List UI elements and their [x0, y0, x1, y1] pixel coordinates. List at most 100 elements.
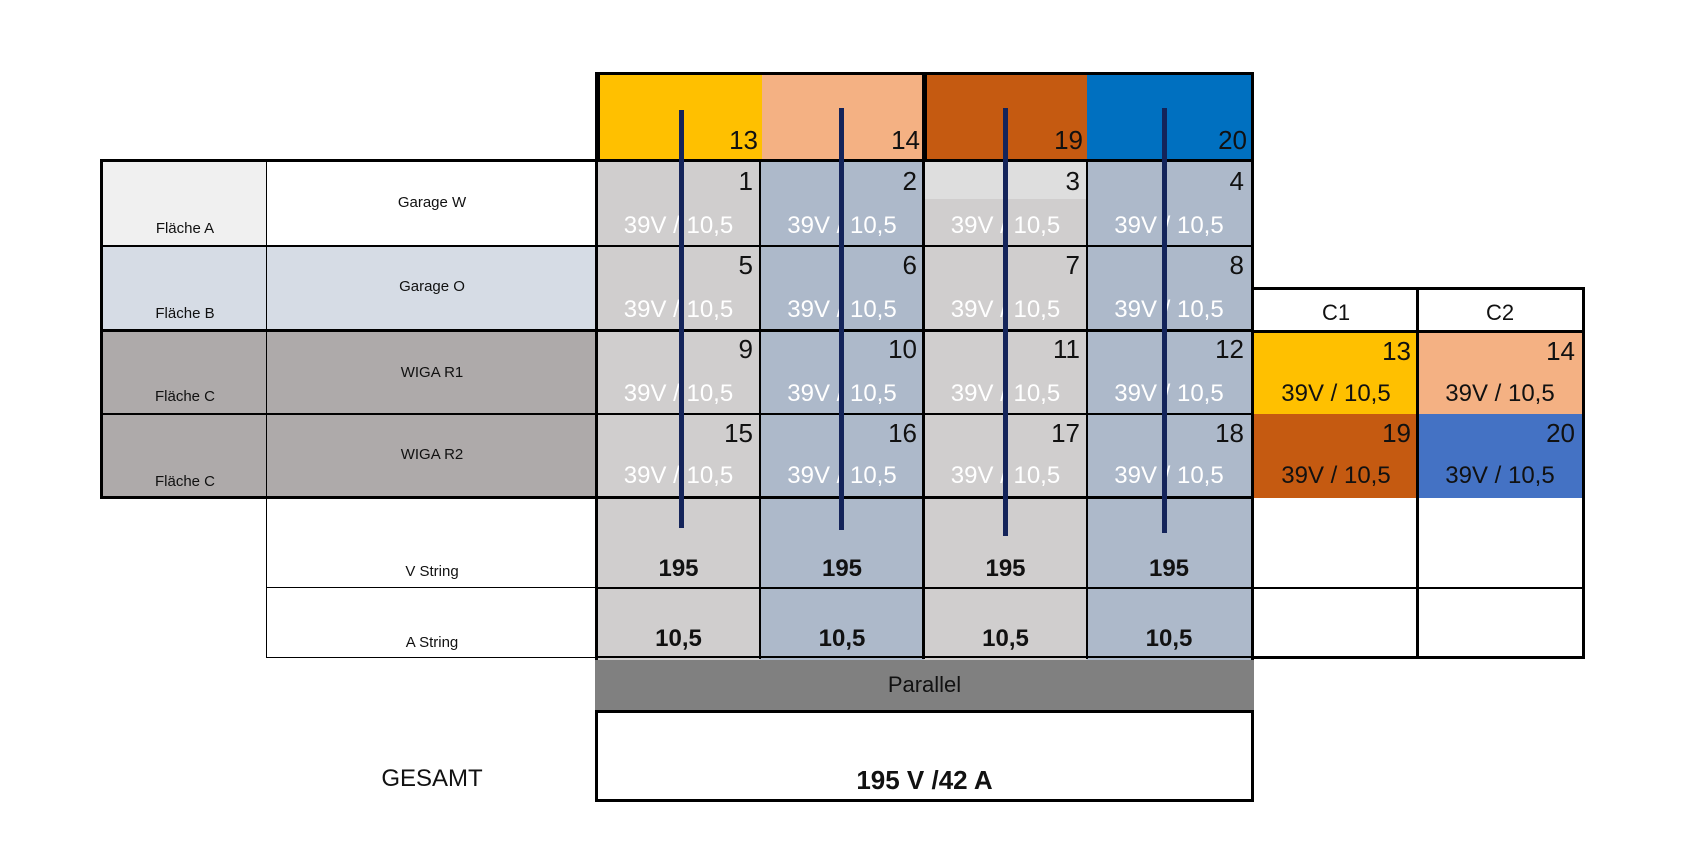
v-string-value: 195: [821, 555, 863, 582]
parallel-bar: [595, 660, 1254, 710]
summary-cell: [597, 498, 760, 660]
total-label: GESAMT: [381, 765, 483, 792]
side-cell-19: [1254, 414, 1418, 498]
grid-line: [266, 587, 597, 588]
area-label-cell: [103, 414, 267, 498]
string-wire: [1162, 108, 1167, 533]
module-cell: [597, 330, 760, 414]
module-cell: [1087, 246, 1251, 330]
total-value: 195 V /42 A: [856, 765, 993, 795]
side-number: 13: [1382, 336, 1411, 366]
v-string-label: V String: [405, 563, 459, 580]
grid-line: [1416, 287, 1419, 659]
string-wire: [679, 110, 684, 528]
string-wire: [839, 108, 844, 530]
summary-label-cell: [267, 498, 597, 660]
side-value: 39V / 10,5: [1445, 380, 1555, 407]
grid-line: [759, 159, 761, 659]
grid-line: [266, 159, 267, 499]
string-wire: [1003, 108, 1008, 536]
module-cell: [1087, 162, 1251, 246]
side-header-label: C1: [1321, 300, 1351, 325]
a-string-value: 10,5: [1145, 625, 1193, 652]
v-string-value: 195: [1148, 555, 1190, 582]
a-string-value: 10,5: [982, 625, 1029, 652]
module-value: 39V / 10,5: [623, 462, 734, 489]
a-string-value: 10,5: [655, 625, 702, 652]
area-label: Fläche A: [155, 220, 215, 237]
summary-cell: [1087, 498, 1251, 660]
parallel-label: Parallel: [887, 672, 962, 697]
module-number: 4: [1229, 166, 1244, 196]
module-value: 39V / 10,5: [623, 212, 734, 239]
module-value: 39V / 10,5: [623, 380, 734, 407]
string-number: 13: [729, 125, 758, 155]
module-value: 39V / 10,5: [623, 296, 734, 323]
area-label-cell: [103, 330, 267, 414]
grid-line: [100, 329, 1254, 332]
row-name: WIGA R1: [400, 364, 464, 381]
module-cell: [597, 162, 760, 246]
string-header-20: 20: [1087, 75, 1251, 162]
side-header-c2: [1418, 290, 1582, 332]
module-number: 2: [902, 166, 917, 196]
module-cell: [597, 246, 760, 330]
area-label: Fläche C: [154, 388, 216, 405]
module-number: 16: [888, 418, 917, 448]
module-cell: [597, 414, 760, 498]
row-name-cell: [267, 162, 597, 246]
module-value: 39V / 10,5: [1114, 462, 1224, 489]
row-name-cell: [267, 414, 597, 498]
module-value: 39V / 10,5: [1114, 296, 1224, 323]
grid-line: [597, 656, 1254, 658]
area-label: Fläche C: [154, 473, 216, 490]
grid-line: [266, 496, 267, 658]
grid-line: [100, 245, 1254, 247]
a-string-value: 10,5: [818, 625, 866, 652]
module-number: 15: [724, 418, 753, 448]
side-value: 39V / 10,5: [1281, 462, 1391, 489]
grid-line: [100, 159, 103, 499]
module-number: 5: [738, 250, 753, 280]
string-number: 19: [1054, 125, 1083, 155]
area-label-cell: [103, 246, 267, 330]
module-cell: [1087, 330, 1251, 414]
grid-line: [597, 587, 1254, 589]
module-value: 39V / 10,5: [1114, 212, 1224, 239]
grid-line: [1251, 72, 1254, 660]
row-name-cell: [267, 330, 597, 414]
side-header-label: C2: [1485, 300, 1515, 325]
module-number: 10: [888, 334, 917, 364]
side-number: 14: [1546, 336, 1575, 366]
module-number: 9: [738, 334, 753, 364]
string-number: 20: [1218, 125, 1247, 155]
side-cell-13: [1254, 332, 1418, 414]
side-header-c1: [1254, 290, 1418, 332]
grid-line: [922, 72, 925, 659]
side-value: 39V / 10,5: [1281, 380, 1391, 407]
module-number: 3: [1065, 166, 1080, 196]
row-name: Garage W: [397, 194, 467, 211]
v-string-value: 195: [658, 555, 699, 582]
area-label-cell: [103, 162, 267, 246]
module-number: 12: [1215, 334, 1244, 364]
row-name-cell: [267, 246, 597, 330]
side-number: 20: [1546, 418, 1575, 448]
side-cell-20: [1418, 414, 1582, 498]
grid-line: [266, 657, 597, 658]
module-number: 11: [1053, 334, 1080, 364]
module-number: 18: [1215, 418, 1244, 448]
row-name: WIGA R2: [400, 446, 464, 463]
grid-line: [1086, 159, 1088, 659]
module-number: 7: [1065, 250, 1080, 280]
side-cell-14: [1418, 332, 1582, 414]
module-number: 17: [1051, 418, 1080, 448]
grid-line: [595, 72, 598, 660]
v-string-value: 195: [985, 555, 1026, 582]
module-number: 6: [902, 250, 917, 280]
total-box: [595, 710, 1254, 802]
grid-line: [1582, 287, 1585, 659]
grid-line: [100, 496, 1254, 499]
module-number: 1: [738, 166, 753, 196]
a-string-label: A String: [405, 634, 459, 651]
